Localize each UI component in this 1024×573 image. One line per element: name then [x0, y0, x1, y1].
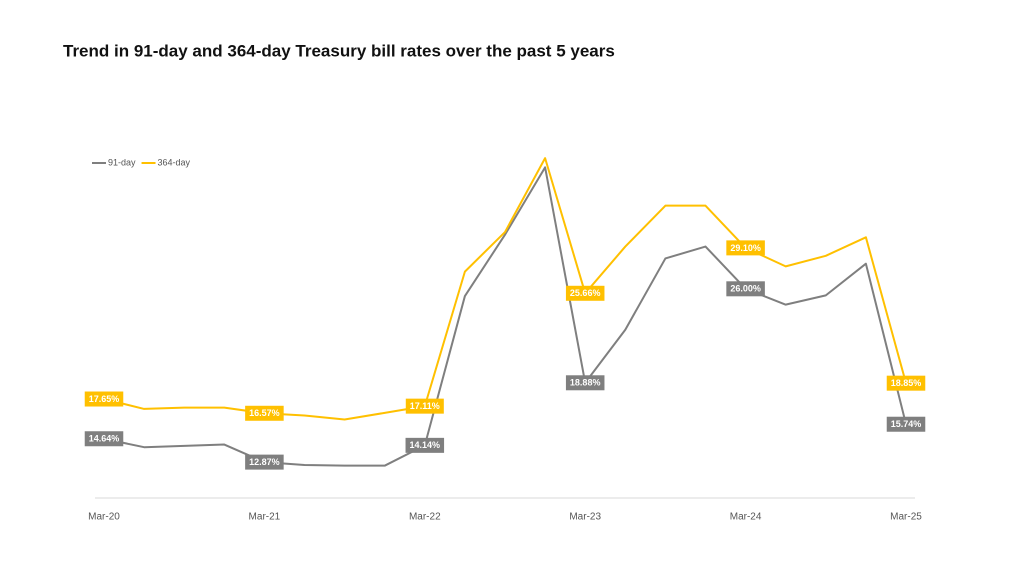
data-label-text: 18.85%: [891, 378, 922, 388]
data-label-text: 17.11%: [410, 401, 440, 411]
data-label: 14.14%: [405, 437, 445, 453]
x-tick-label: Mar-21: [249, 512, 281, 523]
data-label: 29.10%: [726, 240, 765, 256]
series-line: [103, 166, 907, 467]
data-label-text: 15.74%: [891, 419, 922, 429]
x-tick-label: Mar-20: [88, 512, 120, 523]
x-tick-label: Mar-25: [890, 512, 922, 523]
series-line: [103, 157, 907, 421]
data-label-text: 16.57%: [249, 408, 280, 418]
data-label: 25.66%: [565, 285, 605, 301]
data-label: 17.65%: [84, 391, 124, 407]
legend-label: 364-day: [158, 157, 191, 167]
data-label-box: [245, 454, 284, 470]
data-label-text: 14.14%: [410, 440, 441, 450]
data-label: 12.87%: [245, 454, 284, 470]
data-label-box: [565, 375, 605, 391]
x-tick-label: Mar-23: [569, 512, 601, 523]
data-label: 16.57%: [245, 405, 284, 421]
data-label: 26.00%: [726, 281, 765, 297]
data-label-box: [726, 281, 765, 297]
legend-label: 91-day: [108, 157, 136, 167]
data-label-box: [886, 416, 926, 432]
data-label-text: 17.65%: [89, 394, 120, 404]
data-label-text: 25.66%: [570, 288, 601, 298]
data-label-text: 18.88%: [570, 378, 601, 388]
chart-title: Trend in 91-day and 364-day Treasury bil…: [63, 41, 615, 60]
x-tick-label: Mar-24: [730, 512, 762, 523]
x-tick-label: Mar-22: [409, 512, 441, 523]
data-label-text: 29.10%: [730, 243, 761, 253]
data-label-box: [726, 240, 765, 256]
data-label-box: [405, 398, 444, 414]
data-label-box: [886, 375, 926, 391]
data-label-text: 14.64%: [89, 434, 120, 444]
data-label-box: [245, 405, 284, 421]
data-label-box: [84, 431, 124, 447]
data-label-box: [405, 437, 445, 453]
data-label: 15.74%: [886, 416, 926, 432]
data-label-box: [565, 285, 605, 301]
data-label: 18.88%: [565, 375, 605, 391]
data-label-text: 12.87%: [249, 457, 280, 467]
data-label: 14.64%: [84, 431, 124, 447]
data-label-text: 26.00%: [730, 284, 761, 294]
data-label-box: [84, 391, 124, 407]
data-label: 17.11%: [405, 398, 444, 414]
data-label: 18.85%: [886, 375, 926, 391]
